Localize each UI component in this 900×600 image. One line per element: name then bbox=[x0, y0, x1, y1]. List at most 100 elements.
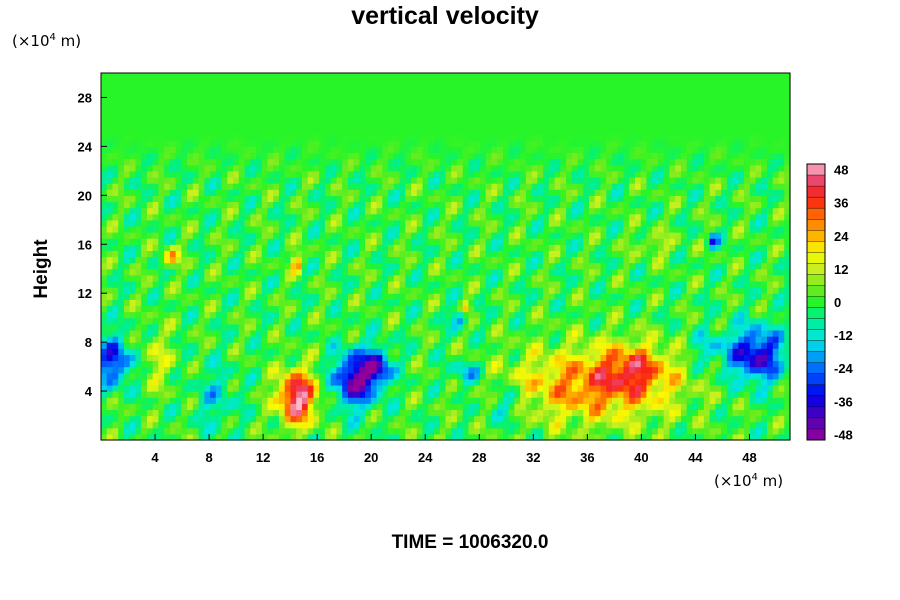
heatmap-cell bbox=[502, 421, 510, 429]
heatmap-cell bbox=[210, 121, 217, 129]
heatmap-cell bbox=[566, 317, 573, 325]
heatmap-cell bbox=[324, 391, 332, 398]
heatmap-cell bbox=[514, 97, 521, 105]
heatmap-cell bbox=[106, 311, 114, 319]
heatmap-cell bbox=[330, 207, 338, 215]
heatmap-cell bbox=[301, 317, 309, 325]
heatmap-cell bbox=[146, 244, 154, 251]
heatmap-cell bbox=[290, 103, 297, 111]
heatmap-cell bbox=[181, 293, 188, 300]
heatmap-cell bbox=[256, 384, 263, 392]
heatmap-cell bbox=[462, 121, 470, 129]
heatmap-cell bbox=[175, 323, 182, 331]
heatmap-cell bbox=[146, 409, 154, 417]
heatmap-cell bbox=[451, 109, 458, 117]
heatmap-cell bbox=[474, 391, 481, 398]
heatmap-cell bbox=[531, 85, 538, 92]
heatmap-cell bbox=[399, 183, 406, 190]
heatmap-cell bbox=[520, 317, 527, 325]
heatmap-cell bbox=[118, 268, 125, 276]
heatmap-cell bbox=[118, 427, 125, 435]
heatmap-cell bbox=[158, 91, 165, 99]
heatmap-cell bbox=[462, 115, 470, 123]
heatmap-cell bbox=[502, 238, 510, 245]
heatmap-cell bbox=[307, 195, 315, 203]
heatmap-cell bbox=[560, 121, 567, 129]
heatmap-cell bbox=[376, 170, 383, 178]
heatmap-cell bbox=[267, 415, 274, 423]
heatmap-cell bbox=[548, 293, 556, 300]
heatmap-cell bbox=[141, 189, 148, 196]
heatmap-cell bbox=[313, 250, 320, 258]
heatmap-cell bbox=[101, 146, 108, 154]
heatmap-cell bbox=[141, 152, 148, 160]
heatmap-cell bbox=[187, 183, 194, 190]
heatmap-cell bbox=[152, 250, 160, 258]
heatmap-cell bbox=[514, 323, 521, 331]
heatmap-cell bbox=[181, 140, 188, 147]
heatmap-cell bbox=[250, 311, 257, 319]
heatmap-cell bbox=[233, 128, 240, 135]
heatmap-cell bbox=[451, 397, 458, 404]
heatmap-cell bbox=[531, 280, 538, 288]
heatmap-cell bbox=[497, 207, 504, 215]
heatmap-cell bbox=[227, 140, 234, 147]
heatmap-cell bbox=[548, 348, 556, 355]
heatmap-cell bbox=[307, 268, 315, 276]
heatmap-cell bbox=[531, 336, 538, 343]
heatmap-cell bbox=[451, 378, 458, 386]
heatmap-cell bbox=[439, 348, 447, 355]
heatmap-cell bbox=[456, 219, 464, 227]
heatmap-cell bbox=[112, 91, 119, 99]
heatmap-cell bbox=[278, 280, 286, 288]
heatmap-cell bbox=[204, 201, 211, 209]
heatmap-cell bbox=[491, 152, 498, 160]
heatmap-cell bbox=[307, 219, 315, 227]
heatmap-cell bbox=[353, 195, 360, 203]
heatmap-cell bbox=[198, 274, 205, 282]
heatmap-cell bbox=[388, 268, 395, 276]
heatmap-cell bbox=[301, 85, 309, 92]
heatmap-cell bbox=[112, 207, 119, 215]
heatmap-cell bbox=[267, 97, 274, 105]
heatmap-cell bbox=[198, 219, 205, 227]
heatmap-cell bbox=[508, 360, 515, 368]
heatmap-cell bbox=[411, 409, 418, 417]
heatmap-cell bbox=[393, 311, 401, 319]
heatmap-cell bbox=[101, 354, 108, 362]
heatmap-cell bbox=[548, 280, 556, 288]
heatmap-cell bbox=[548, 360, 556, 368]
heatmap-cell bbox=[365, 415, 372, 423]
heatmap-cell bbox=[296, 225, 303, 233]
heatmap-cell bbox=[508, 342, 515, 349]
heatmap-cell bbox=[118, 146, 125, 154]
heatmap-cell bbox=[319, 201, 326, 209]
heatmap-cell bbox=[301, 201, 309, 209]
heatmap-cell bbox=[123, 189, 131, 196]
heatmap-cell bbox=[566, 250, 573, 258]
heatmap-cell bbox=[514, 103, 521, 111]
heatmap-cell bbox=[342, 250, 349, 258]
heatmap-cell bbox=[135, 384, 142, 392]
heatmap-cell bbox=[502, 109, 510, 117]
heatmap-cell bbox=[353, 183, 360, 190]
heatmap-cell bbox=[497, 384, 504, 392]
heatmap-cell bbox=[164, 109, 171, 117]
heatmap-cell bbox=[399, 121, 406, 129]
heatmap-cell bbox=[192, 128, 200, 135]
heatmap-cell bbox=[422, 176, 429, 184]
heatmap-cell bbox=[123, 121, 131, 129]
heatmap-cell bbox=[233, 293, 240, 300]
heatmap-cell bbox=[267, 201, 274, 209]
heatmap-cell bbox=[370, 311, 378, 319]
heatmap-cell bbox=[543, 421, 550, 429]
heatmap-cell bbox=[290, 348, 297, 355]
heatmap-cell bbox=[146, 250, 154, 258]
heatmap-cell bbox=[416, 287, 424, 294]
heatmap-cell bbox=[434, 238, 441, 245]
heatmap-cell bbox=[215, 128, 223, 135]
heatmap-cell bbox=[210, 403, 217, 411]
heatmap-cell bbox=[169, 415, 177, 423]
heatmap-cell bbox=[233, 397, 240, 404]
heatmap-cell bbox=[215, 348, 223, 355]
